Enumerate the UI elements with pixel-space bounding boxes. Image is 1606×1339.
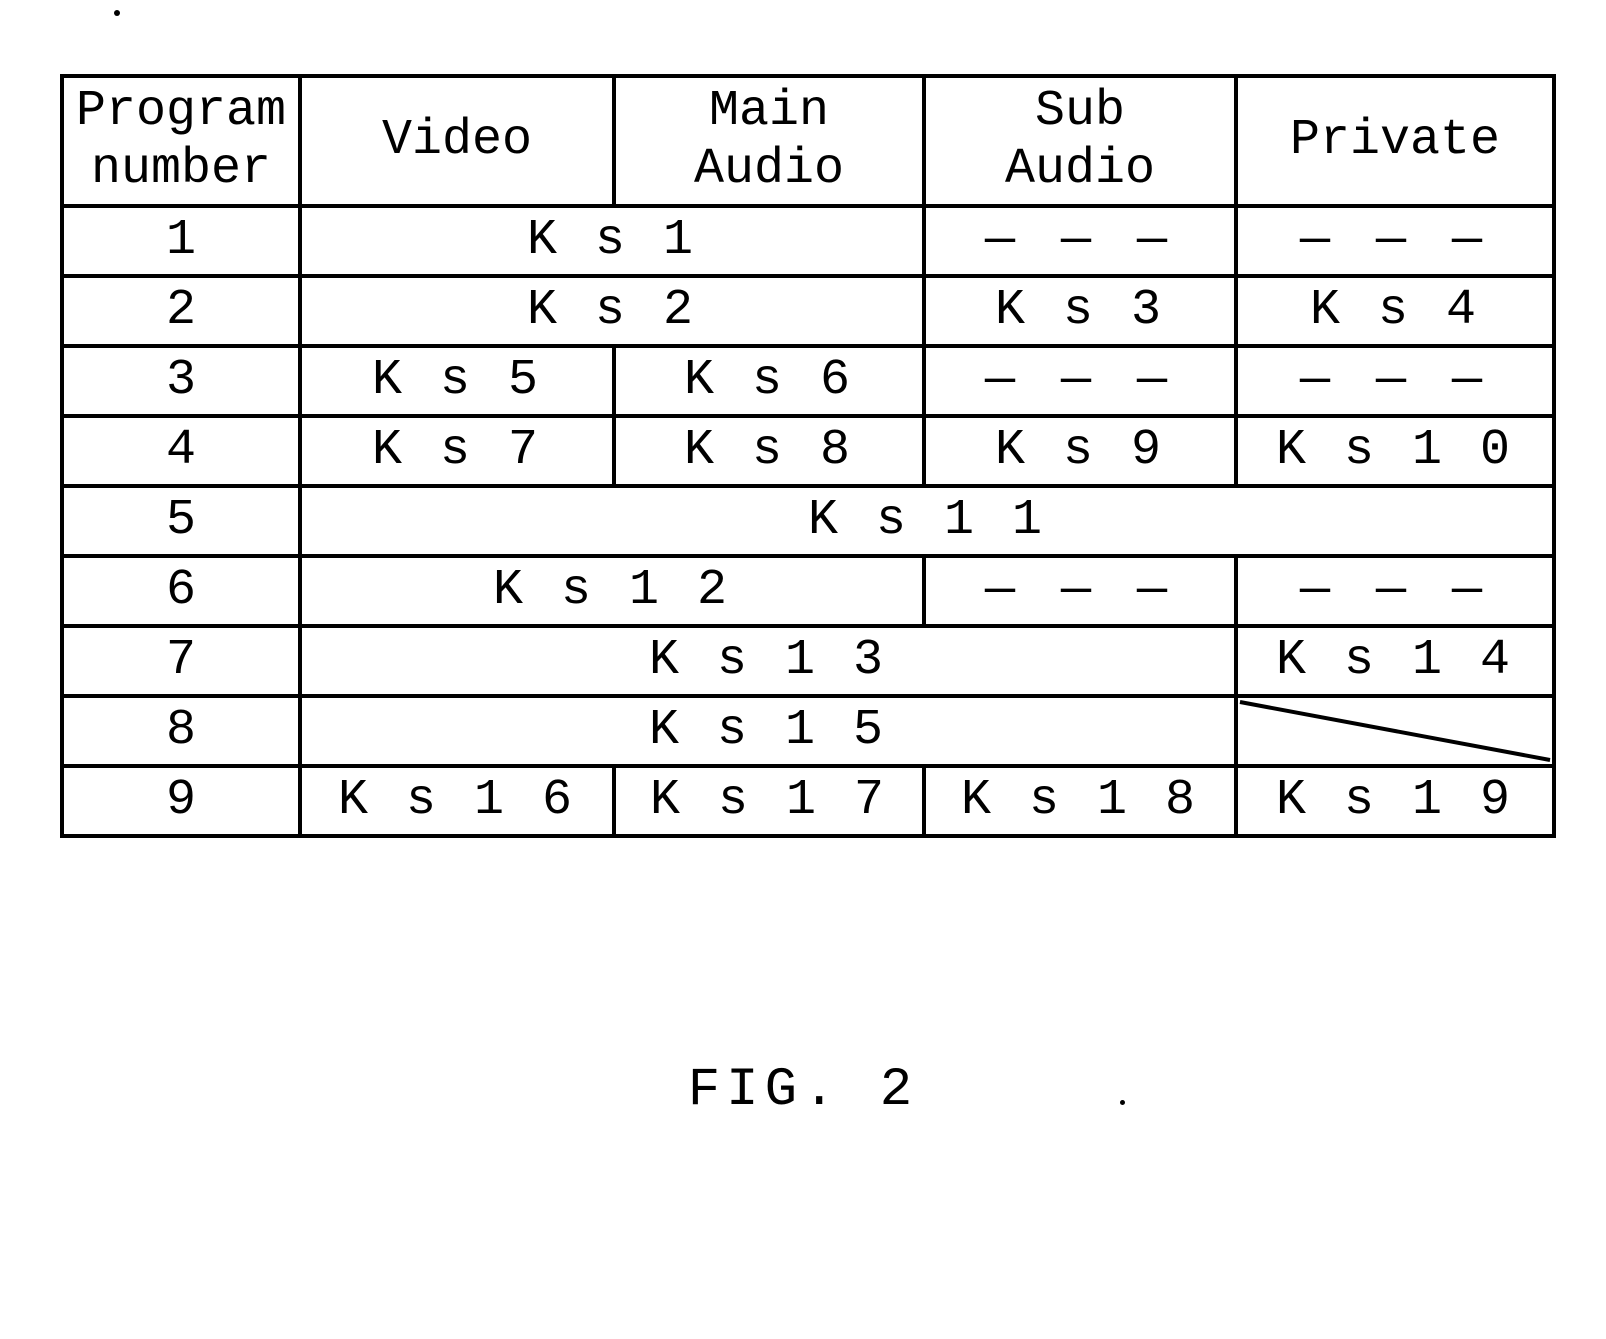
diagonal-slash-icon (1238, 698, 1552, 764)
key-cell: K s 1 3 (300, 626, 1236, 696)
table-row: 5 K s 1 1 (62, 486, 1554, 556)
header-text: Private (1290, 112, 1500, 169)
na-cell (1236, 696, 1554, 766)
program-number-cell: 7 (62, 626, 300, 696)
col-header-sub-audio: Sub Audio (924, 76, 1236, 206)
key-cell: K s 6 (614, 346, 924, 416)
table-row: 7 K s 1 3 K s 1 4 (62, 626, 1554, 696)
table-row: 8 K s 1 5 (62, 696, 1554, 766)
program-number-cell: 1 (62, 206, 300, 276)
header-text: Video (382, 112, 532, 169)
header-row: Program number Video Main Audio Sub Audi… (62, 76, 1554, 206)
key-cell: K s 4 (1236, 276, 1554, 346)
key-cell: K s 5 (300, 346, 614, 416)
header-text: Program (64, 83, 298, 141)
empty-cell: — — — (924, 346, 1236, 416)
key-cell: K s 1 (300, 206, 924, 276)
table-row: 2 K s 2 K s 3 K s 4 (62, 276, 1554, 346)
program-number-cell: 9 (62, 766, 300, 836)
program-number-cell: 4 (62, 416, 300, 486)
key-cell: K s 1 2 (300, 556, 924, 626)
table-row: 1 K s 1 — — — — — — (62, 206, 1554, 276)
key-cell: K s 1 9 (1236, 766, 1554, 836)
empty-cell: — — — (1236, 556, 1554, 626)
program-number-cell: 2 (62, 276, 300, 346)
empty-cell: — — — (1236, 206, 1554, 276)
empty-cell: — — — (1236, 346, 1554, 416)
table-row: 3 K s 5 K s 6 — — — — — — (62, 346, 1554, 416)
key-cell: K s 1 5 (300, 696, 1236, 766)
key-cell: K s 2 (300, 276, 924, 346)
header-text: number (64, 141, 298, 199)
program-number-cell: 3 (62, 346, 300, 416)
header-text: Audio (926, 141, 1234, 199)
stray-dot (1120, 1100, 1125, 1105)
stray-dot (114, 10, 120, 16)
key-cell: K s 1 1 (300, 486, 1554, 556)
header-text: Sub (926, 83, 1234, 141)
program-number-cell: 5 (62, 486, 300, 556)
program-number-cell: 8 (62, 696, 300, 766)
program-key-table: Program number Video Main Audio Sub Audi… (60, 74, 1556, 838)
table-row: 9 K s 1 6 K s 1 7 K s 1 8 K s 1 9 (62, 766, 1554, 836)
key-cell: K s 7 (300, 416, 614, 486)
header-text: Main (616, 83, 922, 141)
key-cell: K s 1 8 (924, 766, 1236, 836)
empty-cell: — — — (924, 206, 1236, 276)
figure-caption: FIG. 2 (0, 1060, 1606, 1121)
header-text: Audio (616, 141, 922, 199)
page: Program number Video Main Audio Sub Audi… (0, 0, 1606, 1339)
key-cell: K s 8 (614, 416, 924, 486)
key-cell: K s 1 4 (1236, 626, 1554, 696)
key-cell: K s 1 7 (614, 766, 924, 836)
key-cell: K s 3 (924, 276, 1236, 346)
table-row: 4 K s 7 K s 8 K s 9 K s 1 0 (62, 416, 1554, 486)
col-header-main-audio: Main Audio (614, 76, 924, 206)
empty-cell: — — — (924, 556, 1236, 626)
key-cell: K s 9 (924, 416, 1236, 486)
table-row: 6 K s 1 2 — — — — — — (62, 556, 1554, 626)
figure-table-wrap: Program number Video Main Audio Sub Audi… (60, 74, 1552, 838)
col-header-video: Video (300, 76, 614, 206)
col-header-program-number: Program number (62, 76, 300, 206)
key-cell: K s 1 6 (300, 766, 614, 836)
key-cell: K s 1 0 (1236, 416, 1554, 486)
program-number-cell: 6 (62, 556, 300, 626)
col-header-private: Private (1236, 76, 1554, 206)
